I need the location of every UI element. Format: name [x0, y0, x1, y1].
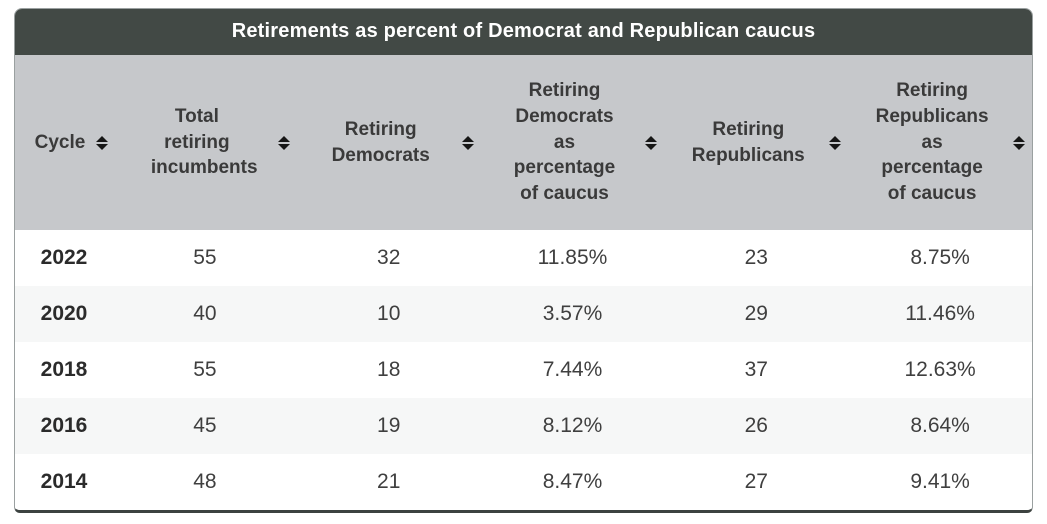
cell-retiring-republicans: 23 [744, 246, 768, 269]
cell-republicans-percentage: 11.46% [905, 302, 975, 325]
cell-republicans-percentage: 9.41% [910, 470, 970, 493]
table-body: 2022 55 32 11.85% 23 8.75% 2020 40 10 3.… [15, 230, 1032, 510]
cell-cycle: 2018 [40, 358, 88, 381]
column-header-republicans-percentage[interactable]: Retiring Republicans as percentage of ca… [848, 55, 1032, 230]
column-header-cycle[interactable]: Cycle [15, 55, 113, 230]
sort-down-triangle [645, 143, 658, 150]
column-header-label: Cycle [34, 131, 86, 153]
retirements-table: Retirements as percent of Democrat and R… [15, 9, 1032, 510]
column-header-retiring-republicans[interactable]: Retiring Republicans [664, 55, 849, 230]
sort-down-triangle [829, 143, 842, 150]
sort-down-triangle [96, 143, 108, 150]
cell-democrats-percentage: 8.47% [542, 470, 603, 493]
cell-cycle: 2014 [40, 470, 88, 493]
table-row: 2016 45 19 8.12% 26 8.64% [15, 398, 1032, 454]
cell-democrats-percentage: 3.57% [542, 302, 603, 325]
cell-republicans-percentage: 8.64% [910, 414, 970, 437]
cell-democrats-percentage: 8.12% [542, 414, 603, 437]
column-header-total-retiring[interactable]: Total retiring incumbents [113, 55, 297, 230]
cell-democrats-percentage: 7.44% [542, 358, 603, 381]
sort-up-triangle [461, 135, 474, 142]
cell-total-retiring: 55 [193, 358, 217, 381]
cell-total-retiring: 40 [193, 302, 217, 325]
table-row: 2020 40 10 3.57% 29 11.46% [15, 286, 1032, 342]
cell-retiring-republicans: 26 [744, 414, 768, 437]
cell-retiring-democrats: 21 [377, 470, 401, 493]
sort-icon[interactable] [645, 135, 658, 150]
sort-down-triangle [277, 143, 290, 150]
sort-icon[interactable] [829, 135, 842, 150]
cell-republicans-percentage: 12.63% [904, 358, 976, 381]
column-header-label: Retiring Republicans [691, 118, 805, 166]
sort-up-triangle [829, 135, 842, 142]
column-header-retiring-democrats[interactable]: Retiring Democrats [296, 55, 481, 230]
column-header-label: Total retiring incumbents [150, 106, 258, 179]
cell-total-retiring: 55 [193, 246, 217, 269]
table-row: 2022 55 32 11.85% 23 8.75% [15, 230, 1032, 286]
cell-retiring-democrats: 19 [377, 414, 401, 437]
retirements-table-card: Retirements as percent of Democrat and R… [14, 8, 1033, 513]
cell-retiring-republicans: 37 [744, 358, 768, 381]
cell-democrats-percentage: 11.85% [537, 246, 608, 269]
table-row: 2018 55 18 7.44% 37 12.63% [15, 342, 1032, 398]
sort-up-triangle [645, 135, 658, 142]
sort-down-triangle [461, 143, 474, 150]
cell-republicans-percentage: 8.75% [910, 246, 970, 269]
cell-cycle: 2016 [40, 414, 88, 437]
header-row: Cycle Total retiring incumbents Retiring… [15, 55, 1032, 230]
sort-up-triangle [1013, 135, 1025, 142]
cell-total-retiring: 45 [193, 414, 217, 437]
cell-retiring-democrats: 18 [377, 358, 401, 381]
table-title: Retirements as percent of Democrat and R… [15, 9, 1032, 55]
table-row: 2014 48 21 8.47% 27 9.41% [15, 454, 1032, 510]
sort-icon[interactable] [461, 135, 474, 150]
column-header-label: Retiring Democrats as percentage of cauc… [513, 80, 616, 204]
sort-icon[interactable] [277, 135, 290, 150]
column-header-label: Retiring Democrats [331, 118, 430, 166]
cell-retiring-democrats: 10 [377, 302, 401, 325]
cell-total-retiring: 48 [193, 470, 217, 493]
cell-retiring-republicans: 27 [744, 470, 768, 493]
sort-up-triangle [96, 135, 108, 142]
sort-icon[interactable] [96, 135, 108, 150]
cell-retiring-republicans: 29 [744, 302, 768, 325]
cell-cycle: 2022 [40, 246, 88, 269]
cell-retiring-democrats: 32 [377, 246, 401, 269]
sort-up-triangle [277, 135, 290, 142]
column-header-democrats-percentage[interactable]: Retiring Democrats as percentage of cauc… [480, 55, 665, 230]
column-header-label: Retiring Republicans as percentage of ca… [875, 80, 989, 204]
sort-icon[interactable] [1013, 135, 1025, 150]
table-header: Cycle Total retiring incumbents Retiring… [15, 55, 1032, 230]
cell-cycle: 2020 [40, 302, 88, 325]
sort-down-triangle [1013, 143, 1025, 150]
